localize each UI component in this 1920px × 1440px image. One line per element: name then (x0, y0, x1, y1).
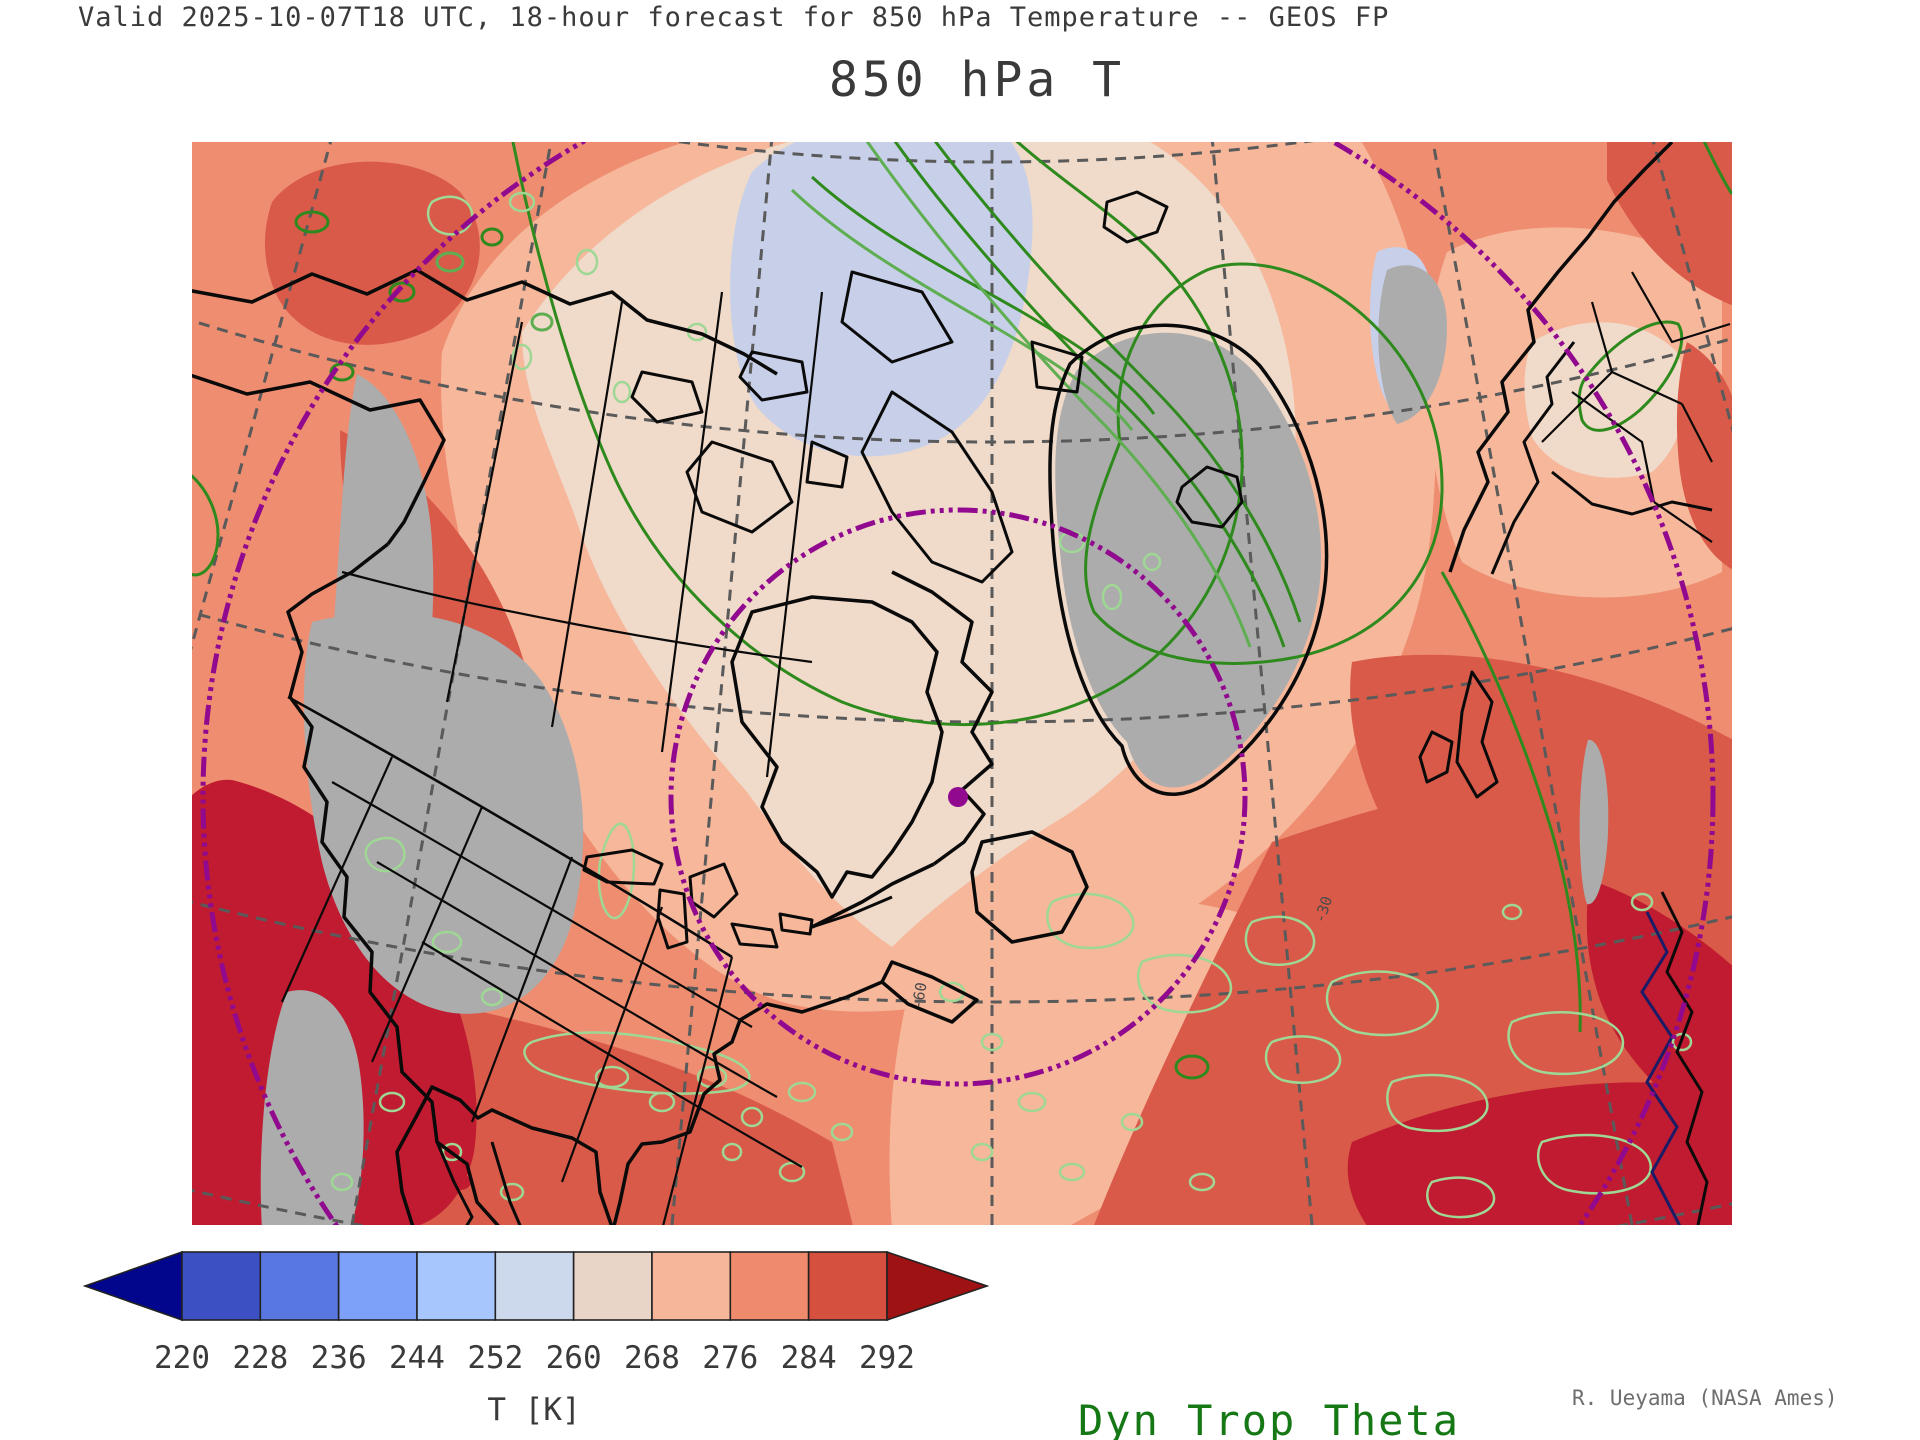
colorbar-box (416, 1251, 497, 1321)
coastlines (192, 142, 1713, 1225)
colorbar-box (651, 1251, 732, 1321)
colorbar-left-arrow (82, 1250, 183, 1322)
colorbar-box (807, 1251, 888, 1321)
theta-legend: Dyn Trop Theta 310, 350, 380 K (1078, 1298, 1487, 1440)
forecast-map: -60 -30 (192, 142, 1732, 1225)
colorbar-tick: 244 (388, 1340, 445, 1376)
colorbar-box (729, 1251, 810, 1321)
station-marker (948, 787, 968, 807)
political-borders (280, 271, 1731, 1225)
colorbar-tick: 260 (545, 1340, 602, 1376)
colorbar-tick: 228 (232, 1340, 289, 1376)
colorbar-axis-label: T [K] (487, 1392, 581, 1428)
colorbar-box (181, 1251, 262, 1321)
credit-line-1: R. Ueyama (NASA Ames) (1572, 1386, 1838, 1410)
colorbar-box (494, 1251, 575, 1321)
validity-header: Valid 2025-10-07T18 UTC, 18-hour forecas… (78, 2, 1390, 33)
colorbar-right-arrow (886, 1250, 990, 1322)
navy-contour (1640, 911, 1682, 1225)
terrain-mask (260, 265, 1609, 1225)
colorbar-tick: 268 (623, 1340, 680, 1376)
colorbar-tick: 292 (858, 1340, 915, 1376)
colorbar-tick: 236 (310, 1340, 367, 1376)
map-panel: -60 -30 (192, 142, 1732, 1225)
graticule-label-60: -60 (908, 981, 930, 1011)
credits: R. Ueyama (NASA Ames) L. Lait (NASA Ames… (1572, 1338, 1913, 1440)
colorbar-box (572, 1251, 653, 1321)
colorbar-box (259, 1251, 340, 1321)
colorbar-box (337, 1251, 418, 1321)
page-title: 850 hPa T (828, 52, 1126, 108)
colorbar-tick: 220 (154, 1340, 210, 1376)
theta-350-contours (435, 142, 1252, 648)
theta-legend-title: Dyn Trop Theta (1078, 1396, 1461, 1440)
colorbar (82, 1250, 990, 1322)
colorbar-tick: 284 (780, 1340, 837, 1376)
colorbar-tick: 276 (702, 1340, 759, 1376)
colorbar-tick: 252 (467, 1340, 524, 1376)
range-rings (200, 142, 1716, 1225)
theta-380-contours (330, 191, 1693, 1219)
